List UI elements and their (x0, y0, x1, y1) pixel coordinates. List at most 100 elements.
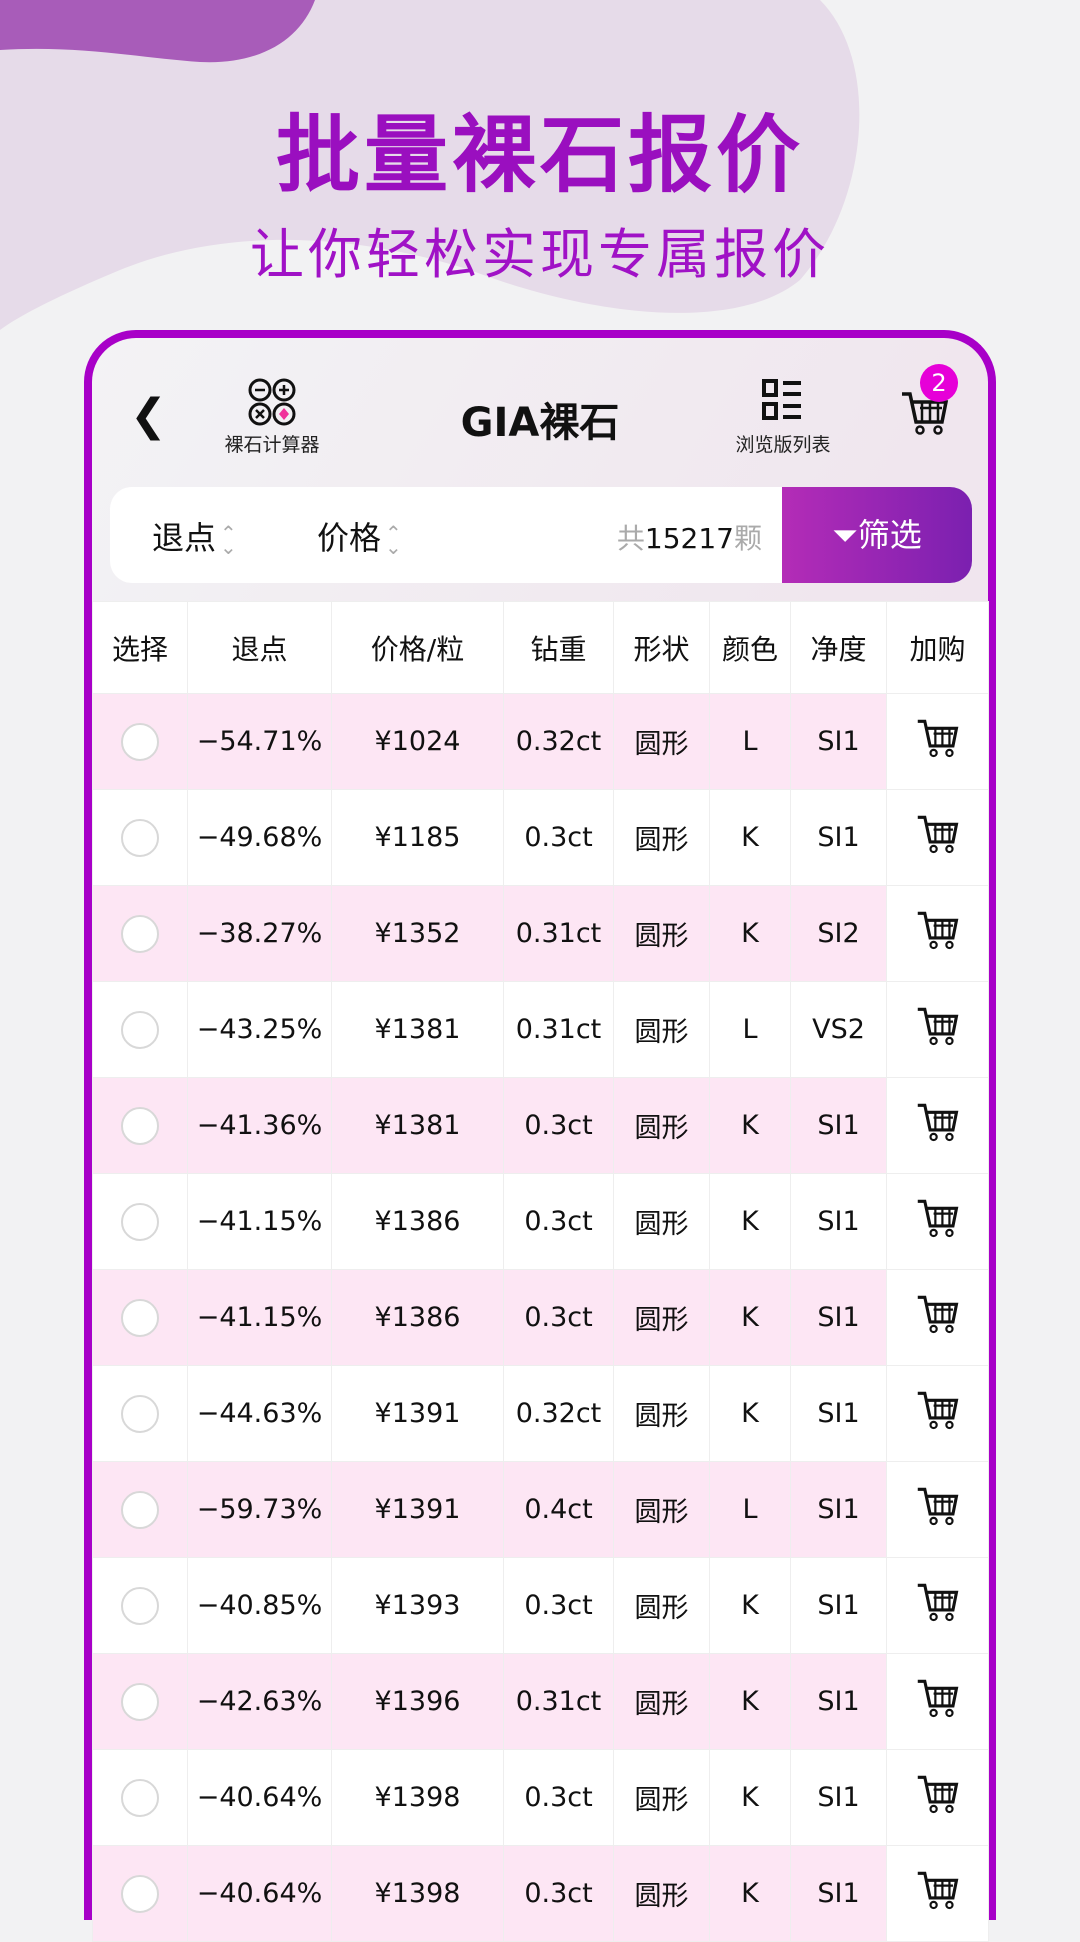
hero-title: 批量裸石报价 (275, 106, 804, 204)
discount-cell: −43.25% (187, 981, 332, 1078)
carat-cell: 0.32ct (503, 693, 614, 790)
add-to-cart-button[interactable] (886, 693, 989, 790)
select-radio[interactable] (121, 1490, 159, 1529)
app-header: ❮ 裸石计算器 GIA裸石 浏览版列表 2 (92, 338, 988, 488)
clarity-cell: SI1 (790, 1269, 887, 1366)
carat-cell: 0.3ct (503, 1845, 614, 1942)
select-radio[interactable] (121, 818, 159, 857)
carat-cell: 0.3ct (503, 1269, 614, 1366)
select-radio[interactable] (121, 1682, 159, 1721)
sort-discount-button[interactable]: 退点 ⌃ ⌄ (152, 513, 237, 559)
add-to-cart-button[interactable] (886, 1749, 989, 1846)
select-radio[interactable] (121, 1778, 159, 1817)
column-header: 退点 (187, 601, 332, 694)
add-to-cart-button[interactable] (886, 789, 989, 886)
clarity-cell: SI1 (790, 1749, 887, 1846)
add-to-cart-button[interactable] (886, 1365, 989, 1462)
column-header: 颜色 (709, 601, 791, 694)
calculator-button[interactable]: 裸石计算器 (212, 378, 332, 457)
price-cell: ¥1386 (331, 1173, 504, 1270)
select-cell (92, 1269, 188, 1366)
sort-price-button[interactable]: 价格 ⌃ ⌄ (317, 513, 402, 559)
filter-button[interactable]: ⏷筛选 (782, 487, 972, 583)
cart-icon (916, 1295, 960, 1342)
clarity-cell: SI1 (790, 1845, 887, 1942)
cart-icon (916, 1583, 960, 1630)
select-radio[interactable] (121, 1202, 159, 1241)
price-cell: ¥1352 (331, 885, 504, 982)
background-blob-accent (0, 0, 315, 63)
shape-cell: 圆形 (613, 789, 710, 886)
discount-cell: −41.15% (187, 1173, 332, 1270)
carat-cell: 0.31ct (503, 981, 614, 1078)
select-radio[interactable] (121, 1586, 159, 1625)
back-icon[interactable]: ❮ (130, 390, 167, 441)
table-row: −41.36% ¥1381 0.3ct 圆形 K SI1 (92, 1077, 989, 1174)
select-radio[interactable] (121, 1874, 159, 1913)
shape-cell: 圆形 (613, 981, 710, 1078)
cart-icon (916, 815, 960, 862)
carat-cell: 0.3ct (503, 1173, 614, 1270)
cart-icon (916, 1775, 960, 1822)
carat-cell: 0.3ct (503, 789, 614, 886)
select-radio[interactable] (121, 722, 159, 761)
price-cell: ¥1185 (331, 789, 504, 886)
select-cell (92, 1077, 188, 1174)
carat-cell: 0.3ct (503, 1557, 614, 1654)
shape-cell: 圆形 (613, 1845, 710, 1942)
clarity-cell: SI1 (790, 1365, 887, 1462)
select-cell (92, 1173, 188, 1270)
sort-arrows-icon: ⌃ ⌄ (220, 521, 237, 559)
list-view-label: 浏览版列表 (735, 434, 831, 456)
add-to-cart-button[interactable] (886, 1269, 989, 1366)
carat-cell: 0.32ct (503, 1365, 614, 1462)
add-to-cart-button[interactable] (886, 1173, 989, 1270)
table-row: −40.64% ¥1398 0.3ct 圆形 K SI1 (92, 1845, 989, 1942)
price-cell: ¥1024 (331, 693, 504, 790)
add-to-cart-button[interactable] (886, 1557, 989, 1654)
cart-icon (916, 1679, 960, 1726)
column-header: 加购 (886, 601, 989, 694)
price-cell: ¥1386 (331, 1269, 504, 1366)
cart-icon (916, 1007, 960, 1054)
shape-cell: 圆形 (613, 1461, 710, 1558)
price-cell: ¥1398 (331, 1845, 504, 1942)
diamond-table: 选择 退点 价格/粒 钻重 形状 颜色 净度 加购 −54.71% ¥1024 0.32ct 圆形 L… (92, 601, 989, 1942)
add-to-cart-button[interactable] (886, 1461, 989, 1558)
color-cell: L (709, 1461, 791, 1558)
select-radio[interactable] (121, 1106, 159, 1145)
clarity-cell: SI2 (790, 885, 887, 982)
shape-cell: 圆形 (613, 1365, 710, 1462)
select-radio[interactable] (121, 1394, 159, 1433)
table-row: −54.71% ¥1024 0.32ct 圆形 L SI1 (92, 693, 989, 790)
table-header: 选择 退点 价格/粒 钻重 形状 颜色 净度 加购 (92, 601, 989, 694)
select-radio[interactable] (121, 1298, 159, 1337)
clarity-cell: SI1 (790, 693, 887, 790)
cart-icon (916, 1871, 960, 1918)
count-prefix: 共 (616, 522, 645, 555)
select-cell (92, 1557, 188, 1654)
discount-cell: −49.68% (187, 789, 332, 886)
add-to-cart-button[interactable] (886, 1077, 989, 1174)
color-cell: K (709, 1845, 791, 1942)
add-to-cart-button[interactable] (886, 1653, 989, 1750)
column-header: 选择 (92, 601, 188, 694)
shape-cell: 圆形 (613, 1749, 710, 1846)
discount-cell: −44.63% (187, 1365, 332, 1462)
select-radio[interactable] (121, 1010, 159, 1049)
list-view-button[interactable]: 浏览版列表 (718, 378, 848, 457)
add-to-cart-button[interactable] (886, 1845, 989, 1942)
background-blobs (0, 0, 860, 330)
table-row: −40.85% ¥1393 0.3ct 圆形 K SI1 (92, 1557, 989, 1654)
clarity-cell: SI1 (790, 1173, 887, 1270)
select-radio[interactable] (121, 914, 159, 953)
add-to-cart-button[interactable] (886, 885, 989, 982)
carat-cell: 0.31ct (503, 885, 614, 982)
count-suffix: 颗 (733, 522, 762, 555)
cart-button[interactable] (900, 390, 950, 440)
color-cell: L (709, 693, 791, 790)
filter-bar: 退点 ⌃ ⌄ 价格 ⌃ ⌄ 共15217颗 ⏷筛选 (110, 487, 972, 583)
carat-cell: 0.4ct (503, 1461, 614, 1558)
add-to-cart-button[interactable] (886, 981, 989, 1078)
discount-cell: −41.15% (187, 1269, 332, 1366)
